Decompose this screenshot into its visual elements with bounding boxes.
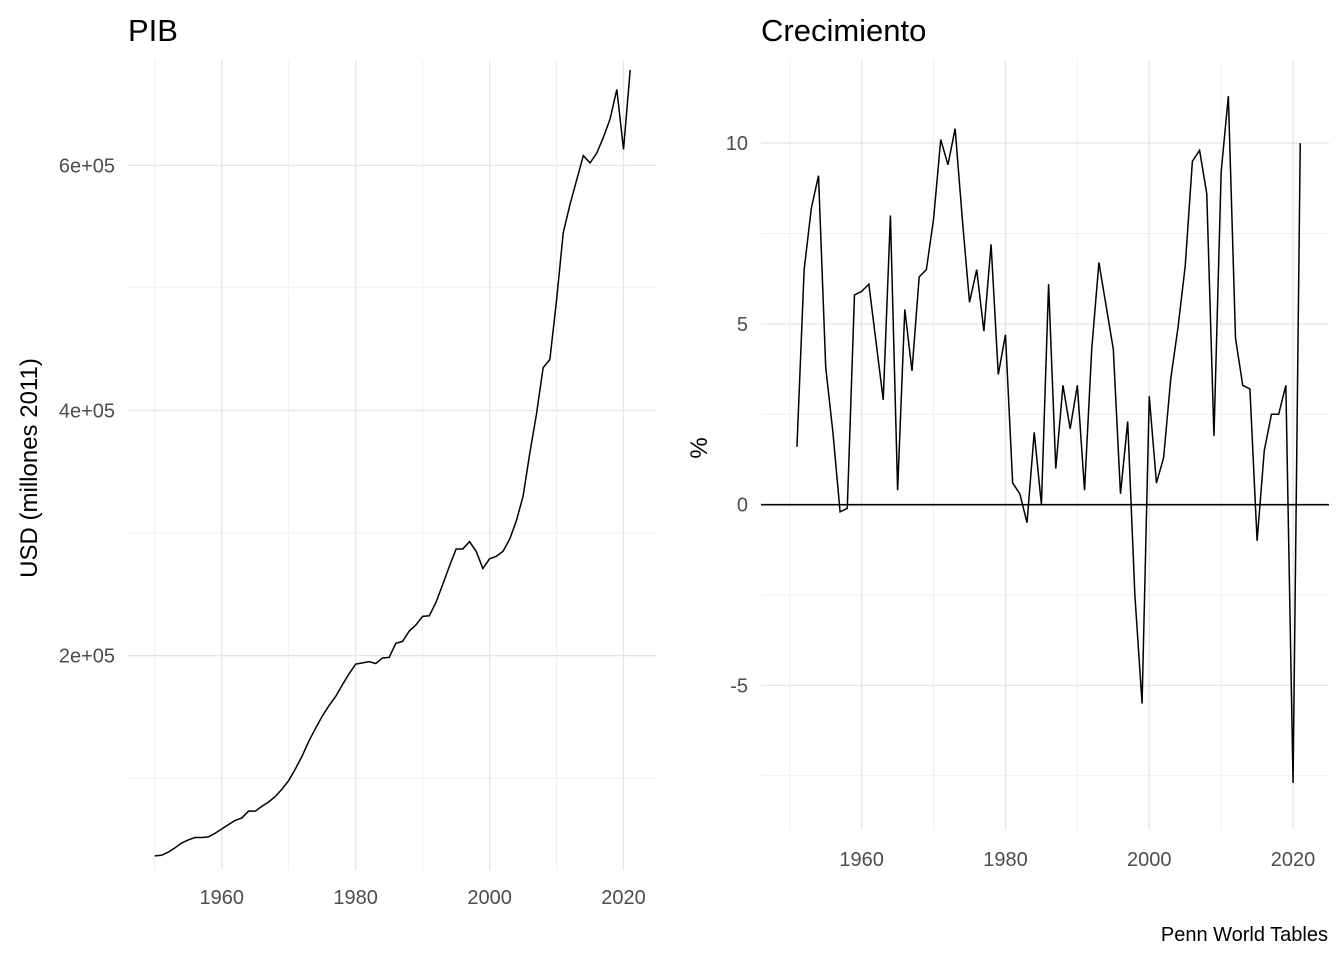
- crecimiento-panel: Crecimiento -5 0 5 10 1960 1980 2000 2020 %: [686, 13, 1329, 871]
- pib-panel: PIB 2e+05 4e+05 6e+05 1960 1980 2000 2020 USD…: [16, 13, 657, 909]
- crecimiento-y-tick-label: 10: [726, 133, 748, 155]
- crecimiento-y-tick-label: 5: [737, 314, 748, 336]
- crecimiento-series-line: [796, 96, 1301, 784]
- pib-x-ticks: 1960 1980 2000 2020: [199, 887, 645, 909]
- crecimiento-x-tick-label: 1980: [983, 849, 1028, 871]
- pib-x-tick-label: 1980: [333, 887, 378, 909]
- crecimiento-y-ticks: -5 0 5 10: [726, 133, 748, 697]
- pib-x-tick-label: 2000: [467, 887, 512, 909]
- pib-series-line: [154, 69, 631, 857]
- crecimiento-title: Crecimiento: [761, 13, 926, 48]
- pib-y-tick-label: 4e+05: [59, 400, 115, 422]
- pib-title: PIB: [128, 13, 178, 48]
- pib-x-tick-label: 1960: [199, 887, 244, 909]
- pib-grid: [128, 60, 657, 870]
- crecimiento-grid: [761, 60, 1329, 830]
- crecimiento-y-tick-label: -5: [730, 675, 748, 697]
- crecimiento-x-tick-label: 2020: [1271, 849, 1316, 871]
- pib-y-ticks: 2e+05 4e+05 6e+05: [59, 155, 115, 667]
- crecimiento-x-tick-label: 1960: [839, 849, 884, 871]
- pib-y-axis-label: USD (millones 2011): [16, 358, 43, 578]
- pib-y-tick-label: 2e+05: [59, 646, 115, 668]
- pib-x-tick-label: 2020: [601, 887, 646, 909]
- crecimiento-x-ticks: 1960 1980 2000 2020: [839, 849, 1315, 871]
- source-caption: Penn World Tables: [1161, 924, 1328, 946]
- crecimiento-y-tick-label: 0: [737, 495, 748, 517]
- crecimiento-x-tick-label: 2000: [1127, 849, 1172, 871]
- crecimiento-y-axis-label: %: [686, 437, 713, 458]
- pib-y-tick-label: 6e+05: [59, 155, 115, 177]
